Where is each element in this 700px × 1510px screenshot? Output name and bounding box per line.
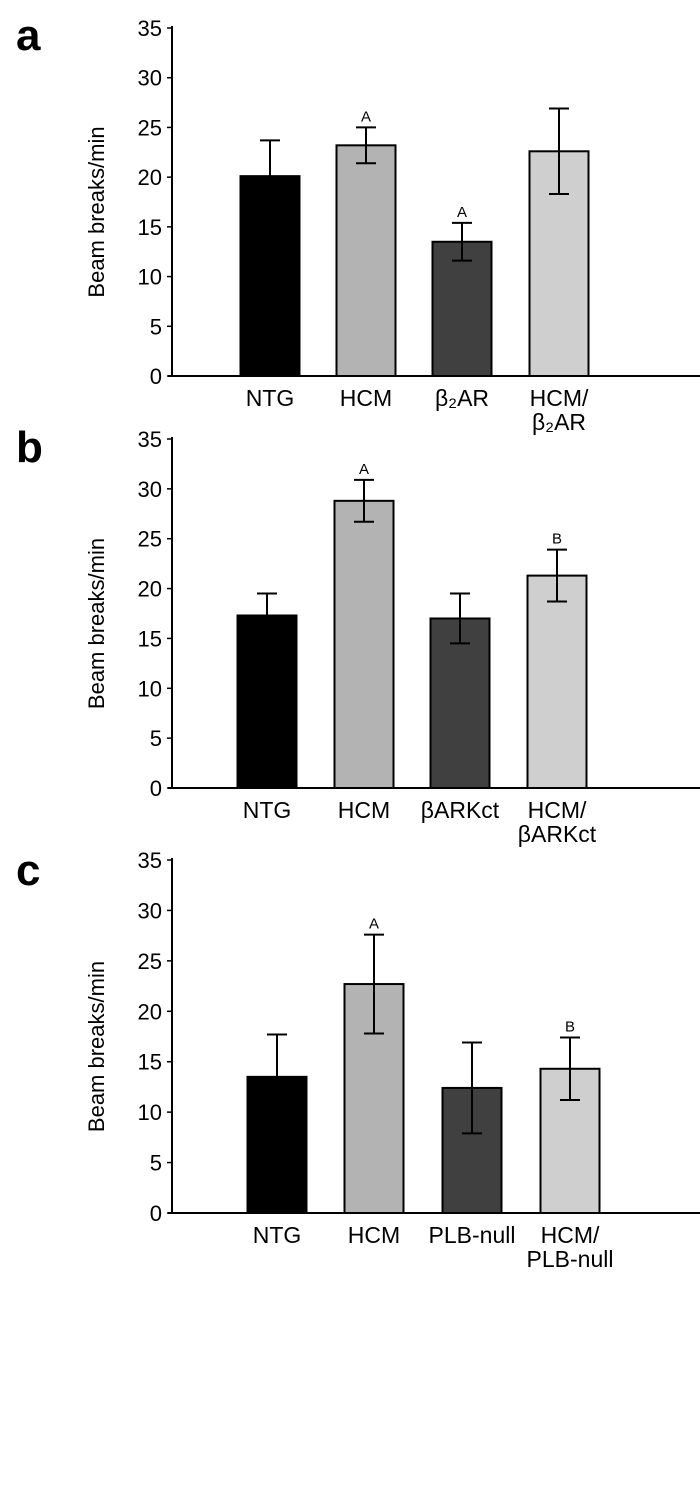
y-tick-label: 25 <box>138 527 162 552</box>
y-tick-label: 20 <box>138 165 162 190</box>
category-label: HCM/ <box>541 1222 600 1248</box>
y-tick-label: 30 <box>138 66 162 91</box>
bar <box>236 614 298 789</box>
category-label: β₂AR <box>435 385 489 411</box>
y-tick-label: 20 <box>138 577 162 602</box>
y-tick-label: 0 <box>150 364 162 389</box>
panel-label: a <box>16 11 41 60</box>
category-label: PLB-null <box>527 1246 614 1272</box>
y-tick-label: 10 <box>138 265 162 290</box>
y-tick-label: 20 <box>138 999 162 1024</box>
y-tick-label: 15 <box>138 626 162 651</box>
y-axis-label: Beam breaks/min <box>84 126 109 297</box>
y-tick-label: 5 <box>150 1151 162 1176</box>
bar <box>526 574 588 790</box>
category-label: HCM <box>340 385 392 411</box>
significance-label: A <box>359 461 369 478</box>
y-tick-label: 0 <box>150 776 162 801</box>
y-tick-label: 0 <box>150 1201 162 1226</box>
y-tick-label: 25 <box>138 115 162 140</box>
panel-a: a Beam breaks/min 0 5 10 15 20 25 30 35 NTG A HCM Aβ₂… <box>16 11 700 435</box>
category-label: PLB-null <box>429 1222 516 1248</box>
y-tick-label: 15 <box>138 1050 162 1075</box>
category-label: β₂AR <box>532 409 586 435</box>
y-tick-label: 35 <box>138 16 162 41</box>
significance-label: A <box>457 204 467 221</box>
y-tick-label: 10 <box>138 1100 162 1125</box>
bar <box>431 240 493 377</box>
category-label: NTG <box>243 797 292 823</box>
significance-label: B <box>552 531 562 548</box>
category-label: NTG <box>246 385 295 411</box>
y-tick-label: 15 <box>138 215 162 240</box>
significance-label: A <box>361 108 371 125</box>
category-label: NTG <box>253 1222 302 1248</box>
y-tick-label: 30 <box>138 898 162 923</box>
category-label: βARKct <box>421 797 500 823</box>
bar <box>335 144 397 377</box>
panel-c: c Beam breaks/min 0 5 10 15 20 25 30 35 NTG A HCM PLB… <box>16 846 700 1272</box>
panel-label: b <box>16 423 43 472</box>
bar <box>333 499 395 789</box>
category-label: HCM/ <box>530 385 589 411</box>
category-label: HCM <box>348 1222 400 1248</box>
y-axis-label: Beam breaks/min <box>84 961 109 1132</box>
y-tick-label: 25 <box>138 949 162 974</box>
category-label: HCM/ <box>528 797 587 823</box>
y-tick-label: 35 <box>138 848 162 873</box>
y-tick-label: 5 <box>150 314 162 339</box>
significance-label: B <box>565 1019 575 1036</box>
y-tick-label: 5 <box>150 726 162 751</box>
category-label: HCM <box>338 797 390 823</box>
y-tick-label: 35 <box>138 427 162 452</box>
panel-b: b Beam breaks/min 0 5 10 15 20 25 30 35 NTG A HCM βAR… <box>16 423 700 847</box>
y-tick-label: 10 <box>138 676 162 701</box>
category-label: βARKct <box>518 821 597 847</box>
y-axis-label: Beam breaks/min <box>84 538 109 709</box>
significance-label: A <box>369 916 379 933</box>
panel-label: c <box>16 846 40 895</box>
y-tick-label: 30 <box>138 477 162 502</box>
